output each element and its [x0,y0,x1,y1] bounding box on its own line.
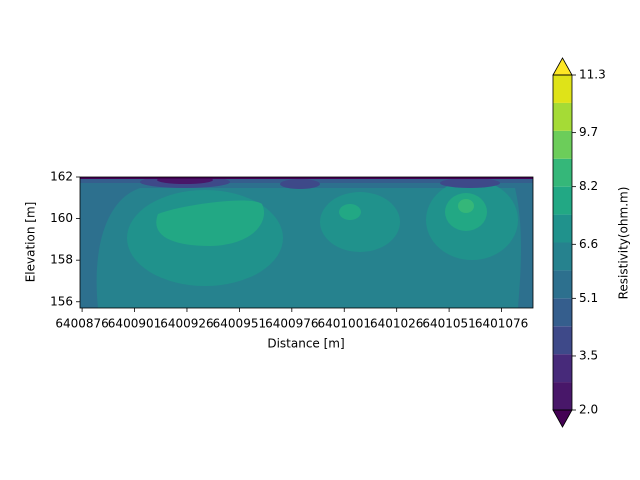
colorbar-band [553,242,572,271]
colorbar-band [553,354,572,383]
colorbar-tick-label: 8.2 [579,179,598,193]
contour-region [440,178,500,188]
colorbar-tick-label: 6.6 [579,237,598,251]
y-tick-label: 156 [50,294,73,308]
colorbar-band [553,270,572,299]
plot-frame [79,176,534,309]
x-axis-label: Distance [m] [267,337,344,351]
colorbar-frame [552,74,573,411]
colorbar-extend-over [552,57,573,76]
colorbar-band [553,75,572,103]
colorbar-label: Resistivity(ohm.m) [617,187,631,300]
colorbar-band [553,158,572,187]
colorbar-band [553,186,572,215]
y-axis-label: Elevation [m] [24,202,38,283]
colorbar-tick-label: 9.7 [579,125,598,139]
colorbar-band [553,214,572,243]
colorbar-extend-under [552,409,573,428]
contour-region [280,179,320,189]
contour-region [156,200,265,246]
colorbar-tick-label: 2.0 [579,403,598,417]
colorbar-band [553,298,572,327]
x-tick-label: 6400901 [108,317,161,331]
colorbar-band [553,130,572,159]
colorbar-band [553,326,572,355]
x-tick-label: 6401026 [370,317,423,331]
colorbar-band [553,382,572,410]
x-tick-label: 6401051 [422,317,475,331]
x-tick-label: 6400976 [265,317,318,331]
colorbar-tick-label: 5.1 [579,291,598,305]
contour-region [80,177,533,179]
y-tick-label: 158 [50,253,73,267]
x-tick-label: 6400876 [55,317,108,331]
x-tick-label: 6400926 [160,317,213,331]
x-tick-label: 6400951 [213,317,266,331]
y-tick-label: 162 [50,170,73,184]
colorbar-band [553,102,572,131]
contour-region [458,199,474,213]
y-tick-label: 160 [50,211,73,225]
colorbar-tick-label: 11.3 [579,68,606,82]
contour-region [320,192,400,252]
x-tick-label: 6401001 [318,317,371,331]
colorbar-tick-label: 3.5 [579,348,598,362]
x-tick-label: 6401076 [475,317,528,331]
contour-field [80,177,533,308]
contour-region [339,204,361,220]
